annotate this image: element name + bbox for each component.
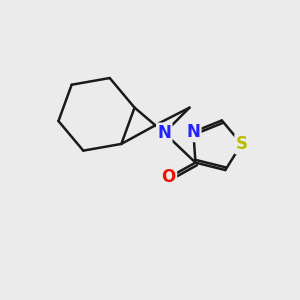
Text: N: N — [157, 124, 171, 142]
Text: S: S — [236, 135, 247, 153]
Text: O: O — [162, 169, 176, 187]
Text: N: N — [186, 123, 200, 141]
